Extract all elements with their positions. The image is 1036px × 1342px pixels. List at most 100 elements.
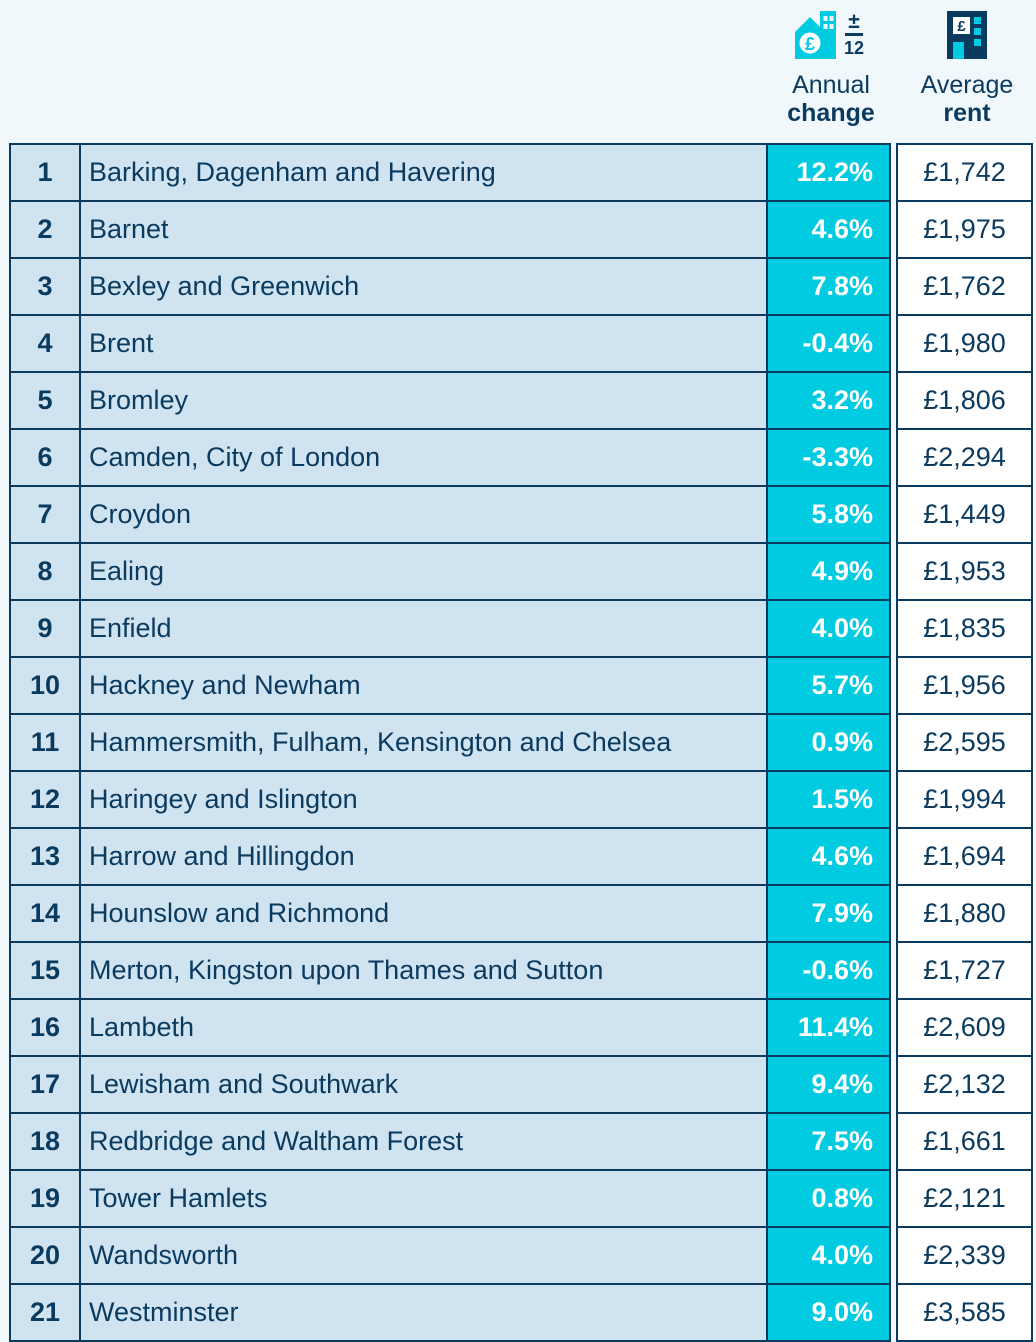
rank-cell: 17: [9, 1055, 81, 1114]
table-header: £ ± 12 Annual change £: [9, 0, 1027, 143]
table-row: 2 Barnet 4.6% £1,975: [9, 200, 1033, 259]
annual-change-icon: £ ± 12: [759, 4, 903, 62]
area-cell: Croydon: [79, 485, 768, 544]
rank-cell: 10: [9, 656, 81, 715]
table-row: 6 Camden, City of London -3.3% £2,294: [9, 428, 1033, 487]
rent-cell: £2,294: [896, 428, 1033, 487]
table-row: 17 Lewisham and Southwark 9.4% £2,132: [9, 1055, 1033, 1114]
rent-table-body: 1 Barking, Dagenham and Havering 12.2% £…: [9, 143, 1033, 1342]
rent-cell: £2,121: [896, 1169, 1033, 1228]
table-row: 1 Barking, Dagenham and Havering 12.2% £…: [9, 143, 1033, 202]
rank-cell: 19: [9, 1169, 81, 1228]
change-cell: 4.6%: [766, 200, 891, 259]
change-cell: 7.8%: [766, 257, 891, 316]
average-rent-icon: £: [895, 4, 1036, 62]
rent-cell: £1,835: [896, 599, 1033, 658]
table-row: 5 Bromley 3.2% £1,806: [9, 371, 1033, 430]
change-cell: 4.6%: [766, 827, 891, 886]
rent-cell: £2,339: [896, 1226, 1033, 1285]
area-cell: Harrow and Hillingdon: [79, 827, 768, 886]
change-cell: -0.4%: [766, 314, 891, 373]
column-gap: [890, 1056, 897, 1113]
column-gap: [890, 486, 897, 543]
change-cell: 0.8%: [766, 1169, 891, 1228]
annual-change-label-line2: change: [787, 99, 875, 127]
column-gap: [890, 429, 897, 486]
rank-cell: 21: [9, 1283, 81, 1342]
column-gap: [890, 144, 897, 201]
area-cell: Bromley: [79, 371, 768, 430]
rent-cell: £1,953: [896, 542, 1033, 601]
change-cell: 11.4%: [766, 998, 891, 1057]
rent-cell: £1,994: [896, 770, 1033, 829]
column-gap: [890, 372, 897, 429]
change-cell: -3.3%: [766, 428, 891, 487]
area-cell: Lambeth: [79, 998, 768, 1057]
area-cell: Lewisham and Southwark: [79, 1055, 768, 1114]
change-cell: 7.9%: [766, 884, 891, 943]
area-cell: Hounslow and Richmond: [79, 884, 768, 943]
change-cell: 4.9%: [766, 542, 891, 601]
rank-cell: 8: [9, 542, 81, 601]
table-row: 15 Merton, Kingston upon Thames and Sutt…: [9, 941, 1033, 1000]
table-row: 12 Haringey and Islington 1.5% £1,994: [9, 770, 1033, 829]
rank-cell: 18: [9, 1112, 81, 1171]
change-cell: 12.2%: [766, 143, 891, 202]
rent-cell: £1,727: [896, 941, 1033, 1000]
change-cell: 7.5%: [766, 1112, 891, 1171]
annual-icon-pound: £: [805, 34, 815, 54]
table-row: 18 Redbridge and Waltham Forest 7.5% £1,…: [9, 1112, 1033, 1171]
column-gap: [890, 1284, 897, 1341]
rent-cell: £1,694: [896, 827, 1033, 886]
column-gap: [890, 543, 897, 600]
area-cell: Enfield: [79, 599, 768, 658]
rank-cell: 5: [9, 371, 81, 430]
change-cell: 9.0%: [766, 1283, 891, 1342]
average-rent-label-line2: rent: [943, 99, 991, 127]
area-cell: Merton, Kingston upon Thames and Sutton: [79, 941, 768, 1000]
table-row: 8 Ealing 4.9% £1,953: [9, 542, 1033, 601]
rent-cell: £1,661: [896, 1112, 1033, 1171]
rent-cell: £1,975: [896, 200, 1033, 259]
column-gap: [890, 657, 897, 714]
column-gap: [890, 771, 897, 828]
rent-table: 1 Barking, Dagenham and Havering 12.2% £…: [9, 143, 1033, 1342]
rent-icon-pound: £: [957, 18, 966, 35]
area-cell: Barnet: [79, 200, 768, 259]
area-cell: Bexley and Greenwich: [79, 257, 768, 316]
rank-cell: 2: [9, 200, 81, 259]
rent-cell: £2,609: [896, 998, 1033, 1057]
rent-cell: £1,806: [896, 371, 1033, 430]
annual-change-header: £ ± 12 Annual change: [759, 4, 903, 127]
table-row: 11 Hammersmith, Fulham, Kensington and C…: [9, 713, 1033, 772]
table-row: 14 Hounslow and Richmond 7.9% £1,880: [9, 884, 1033, 943]
rank-cell: 7: [9, 485, 81, 544]
column-gap: [890, 315, 897, 372]
column-gap: [890, 1170, 897, 1227]
annual-change-label-line1: Annual: [792, 71, 870, 99]
column-gap: [890, 1227, 897, 1284]
column-gap: [890, 828, 897, 885]
change-cell: 4.0%: [766, 1226, 891, 1285]
change-cell: 4.0%: [766, 599, 891, 658]
rent-cell: £1,449: [896, 485, 1033, 544]
change-cell: 0.9%: [766, 713, 891, 772]
table-row: 20 Wandsworth 4.0% £2,339: [9, 1226, 1033, 1285]
rent-cell: £1,742: [896, 143, 1033, 202]
table-row: 10 Hackney and Newham 5.7% £1,956: [9, 656, 1033, 715]
area-cell: Redbridge and Waltham Forest: [79, 1112, 768, 1171]
average-rent-header: £ Average rent: [895, 4, 1036, 127]
rank-cell: 12: [9, 770, 81, 829]
area-cell: Westminster: [79, 1283, 768, 1342]
column-gap: [890, 1113, 897, 1170]
table-row: 9 Enfield 4.0% £1,835: [9, 599, 1033, 658]
change-cell: 1.5%: [766, 770, 891, 829]
rank-cell: 11: [9, 713, 81, 772]
change-cell: 5.8%: [766, 485, 891, 544]
rent-cell: £1,880: [896, 884, 1033, 943]
change-cell: 9.4%: [766, 1055, 891, 1114]
rank-cell: 14: [9, 884, 81, 943]
table-row: 19 Tower Hamlets 0.8% £2,121: [9, 1169, 1033, 1228]
table-row: 13 Harrow and Hillingdon 4.6% £1,694: [9, 827, 1033, 886]
area-cell: Wandsworth: [79, 1226, 768, 1285]
